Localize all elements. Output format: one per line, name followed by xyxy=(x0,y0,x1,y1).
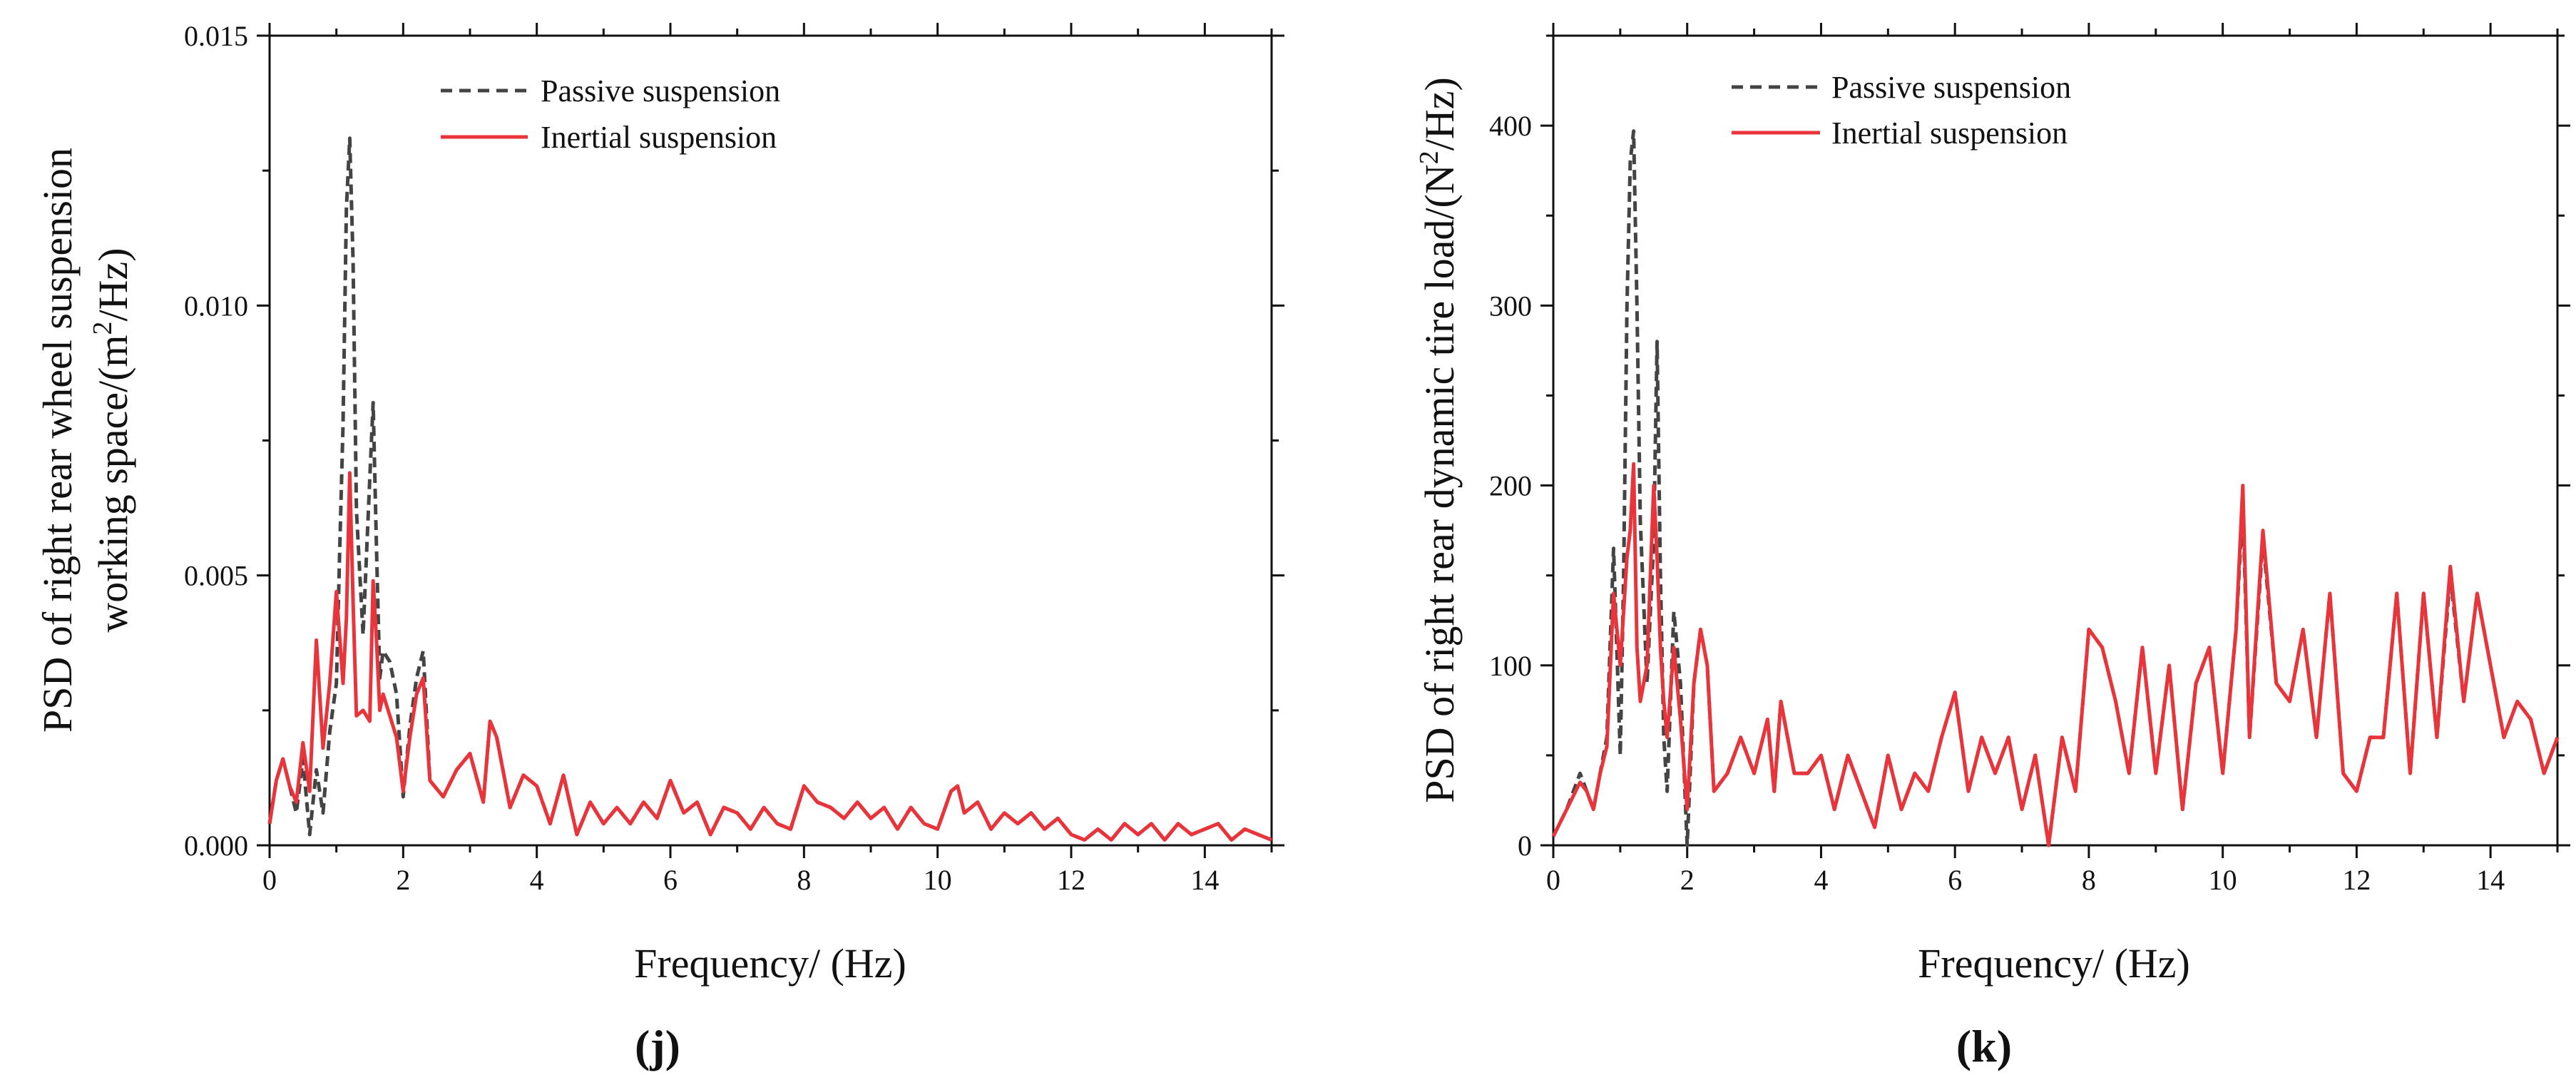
y-axis-title-line2-prefix-j: working space/(m xyxy=(90,335,136,632)
series-lines-j xyxy=(267,136,1272,842)
x-tick-labels-k: 0 2 4 6 8 10 12 14 xyxy=(1546,864,2505,896)
y-axis-title-line1-j: PSD of right rear wheel suspension xyxy=(34,148,81,733)
x-tick-label-j: 8 xyxy=(797,864,811,896)
y-axis-title-line2-suffix-j: /Hz) xyxy=(90,248,136,321)
x-tick-label-k: 0 xyxy=(1546,864,1560,896)
series-line-inertial-k xyxy=(1551,462,2560,847)
y-axis-title-text-k: PSD of right rear dynamic tire load/(N2/… xyxy=(1414,77,1463,803)
y-tick-label-j: 0.010 xyxy=(184,290,248,322)
x-tick-label-j: 6 xyxy=(663,864,678,896)
tick-marks-k xyxy=(1540,23,2570,858)
y-tick-label-k: 0 xyxy=(1518,830,1532,862)
tick-marks-j xyxy=(257,23,1284,858)
x-tick-label-j: 12 xyxy=(1057,864,1085,896)
series-lines-k xyxy=(1551,129,2560,847)
x-tick-label-k: 6 xyxy=(1948,864,1962,896)
x-tick-label-k: 14 xyxy=(2476,864,2505,896)
x-axis-title-k: Frequency/ (Hz) xyxy=(1918,940,2190,987)
x-tick-label-j: 10 xyxy=(924,864,952,896)
x-tick-label-j: 14 xyxy=(1190,864,1219,896)
y-tick-labels-k: 0 100 200 300 400 xyxy=(1489,110,1532,862)
x-tick-label-k: 2 xyxy=(1680,864,1695,896)
y-axis-title-line2-sup-j: 2 xyxy=(88,321,118,335)
y-tick-label-j: 0.000 xyxy=(184,830,248,862)
y-tick-labels-j: 0.000 0.005 0.010 0.015 xyxy=(184,20,248,862)
plot-frame-j xyxy=(268,34,1273,847)
x-tick-label-k: 8 xyxy=(2082,864,2096,896)
x-tick-label-j: 0 xyxy=(262,864,277,896)
chart-panel-j: 0 2 4 6 8 10 12 14 0.000 0.005 0.010 0.015 Passive… xyxy=(34,20,1284,1071)
y-axis-title-prefix-k: PSD of right rear dynamic tire load/(N xyxy=(1416,164,1463,803)
plot-frame-k xyxy=(1552,34,2559,847)
y-tick-label-k: 100 xyxy=(1489,650,1532,682)
y-axis-title-j: PSD of right rear wheel suspension worki… xyxy=(34,148,136,733)
panel-label-j: (j) xyxy=(635,1021,680,1071)
legend-label-passive-j: Passive suspension xyxy=(541,73,780,108)
y-tick-label-j: 0.015 xyxy=(184,20,248,52)
x-tick-labels-j: 0 2 4 6 8 10 12 14 xyxy=(262,864,1219,896)
y-axis-title-line2-j: working space/(m2/Hz) xyxy=(88,248,136,632)
x-tick-label-j: 2 xyxy=(396,864,410,896)
legend-label-inertial-j: Inertial suspension xyxy=(541,120,777,155)
panel-label-k: (k) xyxy=(1956,1021,2012,1071)
x-tick-label-k: 12 xyxy=(2342,864,2371,896)
x-axis-title-j: Frequency/ (Hz) xyxy=(634,940,906,987)
y-tick-label-k: 300 xyxy=(1489,290,1532,322)
x-tick-label-k: 4 xyxy=(1814,864,1828,896)
y-axis-title-k: PSD of right rear dynamic tire load/(N2/… xyxy=(1414,77,1463,803)
x-tick-label-j: 4 xyxy=(530,864,544,896)
chart-panel-k: 0 2 4 6 8 10 12 14 0 100 200 300 400 Passive suspen… xyxy=(1414,23,2570,1071)
legend-j: Passive suspension Inertial suspension xyxy=(441,73,780,155)
y-axis-title-suffix-k: /Hz) xyxy=(1416,77,1463,151)
legend-label-inertial-k: Inertial suspension xyxy=(1831,116,2068,151)
y-tick-label-k: 400 xyxy=(1489,110,1532,142)
x-tick-label-k: 10 xyxy=(2209,864,2237,896)
y-axis-title-sup-k: 2 xyxy=(1414,151,1444,164)
y-tick-label-k: 200 xyxy=(1489,470,1532,502)
y-tick-label-j: 0.005 xyxy=(184,560,248,592)
series-line-inertial-j xyxy=(267,471,1272,842)
legend-label-passive-k: Passive suspension xyxy=(1831,70,2071,105)
legend-k: Passive suspension Inertial suspension xyxy=(1732,70,2071,151)
series-line-passive-j xyxy=(267,136,1272,842)
